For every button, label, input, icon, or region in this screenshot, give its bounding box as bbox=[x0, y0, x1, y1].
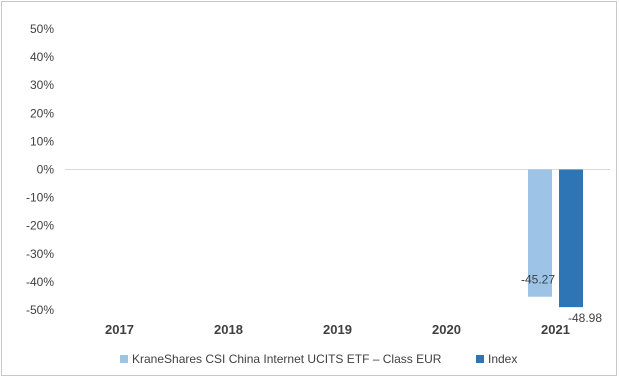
bar-series-2 bbox=[559, 169, 583, 308]
legend-swatch bbox=[120, 355, 128, 363]
data-label: -48.98 bbox=[568, 311, 602, 325]
y-tick-label: -20% bbox=[26, 219, 54, 233]
y-tick-label: 20% bbox=[30, 106, 54, 120]
y-tick-label: -10% bbox=[26, 191, 54, 205]
x-axis-ticks: 2017 2018 2019 2020 2021 bbox=[105, 322, 570, 337]
y-tick-label: 30% bbox=[30, 78, 54, 92]
x-tick-label: 2020 bbox=[432, 322, 461, 337]
y-tick-label: -30% bbox=[26, 247, 54, 261]
legend-label: KraneShares CSI China Internet UCITS ETF… bbox=[132, 352, 442, 366]
y-tick-label: 40% bbox=[30, 50, 54, 64]
x-tick-label: 2019 bbox=[323, 322, 352, 337]
x-tick-label: 2017 bbox=[105, 322, 134, 337]
y-tick-label: 50% bbox=[30, 22, 54, 36]
legend-label: Index bbox=[488, 352, 517, 366]
data-label: -45.27 bbox=[521, 273, 555, 287]
legend-swatch bbox=[476, 355, 484, 363]
data-labels-group: -45.27 -48.98 bbox=[521, 273, 602, 325]
y-tick-label: 10% bbox=[30, 134, 54, 148]
bars-group bbox=[528, 169, 583, 308]
y-axis-ticks: 50% 40% 30% 20% 10% 0% -10% -20% -30% -40% -50% bbox=[26, 22, 54, 317]
y-tick-label: 0% bbox=[37, 163, 55, 177]
y-tick-label: -50% bbox=[26, 303, 54, 317]
bar-series-1 bbox=[528, 169, 552, 297]
y-tick-label: -40% bbox=[26, 275, 54, 289]
x-tick-label: 2021 bbox=[541, 322, 570, 337]
legend: KraneShares CSI China Internet UCITS ETF… bbox=[120, 352, 517, 366]
x-tick-label: 2018 bbox=[214, 322, 243, 337]
